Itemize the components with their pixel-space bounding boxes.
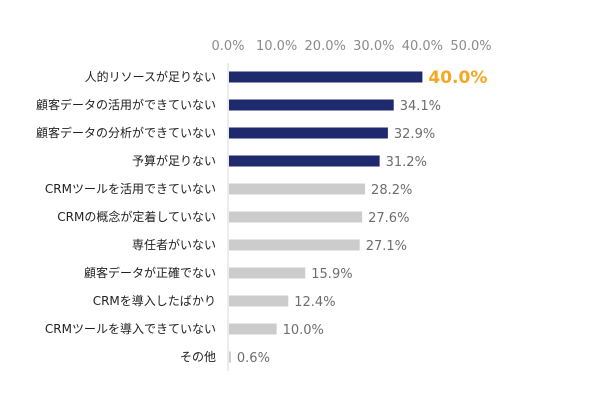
x-tick-label: 30.0% [353,39,394,54]
category-label: 人的リソースが足りない [85,69,216,84]
category-label: CRMの概念が定着していない [57,209,216,224]
x-tick-label: 40.0% [402,39,443,54]
value-label: 12.4% [294,295,335,310]
x-axis-ticks: 0.0% 10.0% 20.0% 30.0% 40.0% 50.0% [211,39,491,54]
value-label: 28.2% [371,183,412,198]
value-label: 10.0% [283,323,324,338]
bars [229,71,423,363]
bar [229,239,360,251]
category-labels: 人的リソースが足りない顧客データの活用ができていない顧客データの分析ができていな… [36,69,216,364]
category-label: 専任者がいない [132,237,216,252]
value-label: 32.9% [394,127,435,142]
category-label: CRMツールを導入できていない [45,322,216,336]
category-label: CRMツールを活用できていない [45,182,216,196]
bar-highlight [229,99,394,111]
value-label: 27.1% [366,239,407,254]
value-label-top: 40.0% [428,68,487,88]
value-label: 27.6% [368,211,409,226]
category-label: 顧客データが正確でない [84,265,216,280]
value-label: 0.6% [237,351,270,366]
bar [229,211,363,223]
bar-highlight [229,127,388,139]
value-label: 15.9% [311,267,352,282]
category-label: その他 [180,350,216,364]
value-labels: 40.0% 34.1% 32.9% 31.2% 28.2% 27.6% 27.1% 15.9%… [237,68,487,366]
x-tick-label: 20.0% [305,39,346,54]
bar [229,183,366,195]
x-tick-label: 50.0% [450,39,491,54]
bar-highlight [229,71,423,83]
value-label: 34.1% [400,99,441,114]
category-label: 顧客データの活用ができていない [36,97,216,112]
bar [229,351,231,363]
category-label: 顧客データの分析ができていない [36,125,216,140]
bar-highlight [229,155,380,167]
category-label: 予算が足りない [132,153,216,168]
bar [229,295,289,307]
x-tick-label: 0.0% [211,39,244,54]
x-tick-label: 10.0% [256,39,297,54]
bar [229,323,277,335]
bar [229,267,306,279]
category-label: CRMを導入したばかり [93,294,216,308]
value-label: 31.2% [386,155,427,170]
